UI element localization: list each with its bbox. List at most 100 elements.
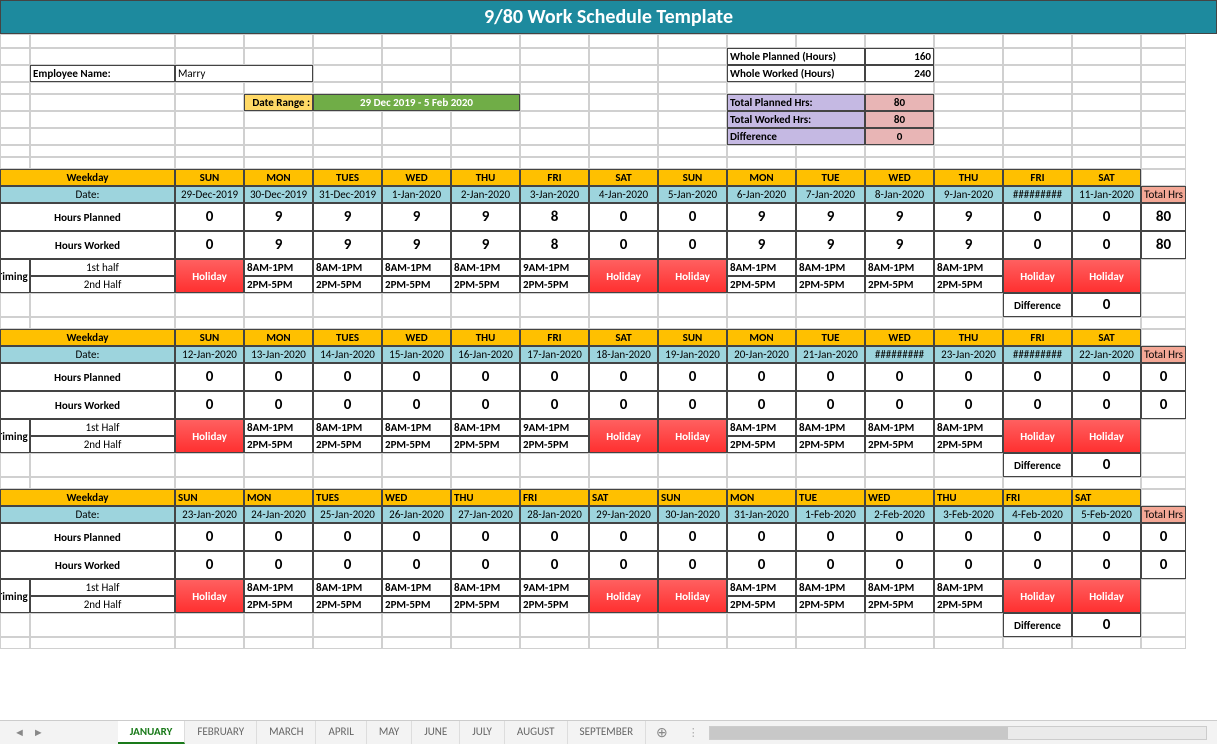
hours-planned-cell[interactable]: 0 [589,523,658,551]
hours-planned-cell[interactable]: 0 [451,363,520,391]
hours-planned-cell[interactable]: 0 [1003,363,1072,391]
second-half-cell[interactable]: 2PM-5PM [382,436,451,453]
hours-worked-cell[interactable]: 0 [1003,551,1072,579]
first-half-cell[interactable]: 8AM-1PM [313,419,382,436]
hours-planned-cell[interactable]: 9 [451,203,520,231]
hours-planned-cell[interactable]: 0 [934,363,1003,391]
second-half-cell[interactable]: 2PM-5PM [727,596,796,613]
first-half-cell[interactable]: 8AM-1PM [382,419,451,436]
hours-worked-cell[interactable]: 9 [313,231,382,259]
hours-planned-cell[interactable]: 0 [658,363,727,391]
first-half-cell[interactable]: 8AM-1PM [382,579,451,596]
hours-planned-cell[interactable]: 0 [796,523,865,551]
hours-worked-cell[interactable]: 0 [520,551,589,579]
second-half-cell[interactable]: 2PM-5PM [244,436,313,453]
sheet-tab-may[interactable]: MAY [367,721,412,744]
hours-planned-cell[interactable]: 0 [865,523,934,551]
hours-planned-cell[interactable]: 0 [1003,203,1072,231]
second-half-cell[interactable]: 2PM-5PM [865,276,934,293]
hours-planned-cell[interactable]: 0 [175,363,244,391]
hours-planned-cell[interactable]: 0 [382,363,451,391]
hours-worked-cell[interactable]: 0 [589,231,658,259]
hours-planned-cell[interactable]: 0 [727,363,796,391]
hours-planned-cell[interactable]: 0 [1072,203,1141,231]
first-half-cell[interactable]: 8AM-1PM [865,579,934,596]
hours-planned-cell[interactable]: 9 [313,203,382,231]
first-half-cell[interactable]: 9AM-1PM [520,579,589,596]
sheet-tab-september[interactable]: SEPTEMBER [568,721,647,744]
hours-worked-cell[interactable]: 9 [727,231,796,259]
hours-worked-cell[interactable]: 9 [244,231,313,259]
hours-planned-cell[interactable]: 9 [727,203,796,231]
sheet-tab-january[interactable]: JANUARY [118,721,186,744]
first-half-cell[interactable]: 8AM-1PM [244,259,313,276]
second-half-cell[interactable]: 2PM-5PM [865,436,934,453]
first-half-cell[interactable]: 9AM-1PM [520,259,589,276]
hours-worked-cell[interactable]: 9 [796,231,865,259]
second-half-cell[interactable]: 2PM-5PM [244,276,313,293]
hours-planned-cell[interactable]: 0 [520,523,589,551]
first-half-cell[interactable]: 9AM-1PM [520,419,589,436]
hours-planned-cell[interactable]: 0 [244,523,313,551]
hours-worked-cell[interactable]: 0 [589,391,658,419]
hours-planned-cell[interactable]: 0 [244,363,313,391]
first-half-cell[interactable]: 8AM-1PM [727,259,796,276]
hours-worked-cell[interactable]: 0 [451,551,520,579]
hours-planned-cell[interactable]: 0 [313,363,382,391]
first-half-cell[interactable]: 8AM-1PM [727,419,796,436]
hours-planned-cell[interactable]: 9 [796,203,865,231]
hours-worked-cell[interactable]: 0 [1003,391,1072,419]
first-half-cell[interactable]: 8AM-1PM [934,259,1003,276]
sheet-tab-april[interactable]: APRIL [316,721,366,744]
first-half-cell[interactable]: 8AM-1PM [313,579,382,596]
second-half-cell[interactable]: 2PM-5PM [520,596,589,613]
hours-planned-cell[interactable]: 0 [1072,363,1141,391]
hours-worked-cell[interactable]: 0 [1072,391,1141,419]
hours-planned-cell[interactable]: 9 [934,203,1003,231]
sheet-tab-february[interactable]: FEBRUARY [185,721,257,744]
sheet-tab-august[interactable]: AUGUST [505,721,568,744]
hours-planned-cell[interactable]: 0 [934,523,1003,551]
first-half-cell[interactable]: 8AM-1PM [244,419,313,436]
hours-worked-cell[interactable]: 9 [451,231,520,259]
second-half-cell[interactable]: 2PM-5PM [934,436,1003,453]
hours-worked-cell[interactable]: 0 [589,551,658,579]
hours-planned-cell[interactable]: 0 [658,523,727,551]
second-half-cell[interactable]: 2PM-5PM [727,276,796,293]
hours-worked-cell[interactable]: 0 [244,391,313,419]
second-half-cell[interactable]: 2PM-5PM [313,596,382,613]
second-half-cell[interactable]: 2PM-5PM [382,596,451,613]
hours-worked-cell[interactable]: 0 [382,551,451,579]
second-half-cell[interactable]: 2PM-5PM [865,596,934,613]
hours-planned-cell[interactable]: 9 [244,203,313,231]
hours-worked-cell[interactable]: 0 [658,231,727,259]
horizontal-scrollbar[interactable] [709,726,1207,740]
sheet-tab-march[interactable]: MARCH [257,721,316,744]
hours-worked-cell[interactable]: 0 [865,551,934,579]
first-half-cell[interactable]: 8AM-1PM [451,259,520,276]
hours-worked-cell[interactable]: 0 [865,391,934,419]
first-half-cell[interactable]: 8AM-1PM [313,259,382,276]
hours-planned-cell[interactable]: 0 [1072,523,1141,551]
hours-worked-cell[interactable]: 0 [727,551,796,579]
first-half-cell[interactable]: 8AM-1PM [796,419,865,436]
first-half-cell[interactable]: 8AM-1PM [934,419,1003,436]
tab-scroll[interactable]: ◄► [10,726,48,739]
sheet-tab-june[interactable]: JUNE [412,721,460,744]
hours-planned-cell[interactable]: 9 [865,203,934,231]
second-half-cell[interactable]: 2PM-5PM [451,276,520,293]
second-half-cell[interactable]: 2PM-5PM [451,596,520,613]
hours-worked-cell[interactable]: 0 [313,551,382,579]
second-half-cell[interactable]: 2PM-5PM [520,276,589,293]
second-half-cell[interactable]: 2PM-5PM [313,276,382,293]
second-half-cell[interactable]: 2PM-5PM [796,596,865,613]
first-half-cell[interactable]: 8AM-1PM [382,259,451,276]
hours-planned-cell[interactable]: 0 [1003,523,1072,551]
first-half-cell[interactable]: 8AM-1PM [244,579,313,596]
first-half-cell[interactable]: 8AM-1PM [865,419,934,436]
hours-worked-cell[interactable]: 0 [382,391,451,419]
hours-worked-cell[interactable]: 9 [934,231,1003,259]
hours-planned-cell[interactable]: 0 [175,523,244,551]
hours-planned-cell[interactable]: 0 [175,203,244,231]
hours-worked-cell[interactable]: 0 [1072,231,1141,259]
